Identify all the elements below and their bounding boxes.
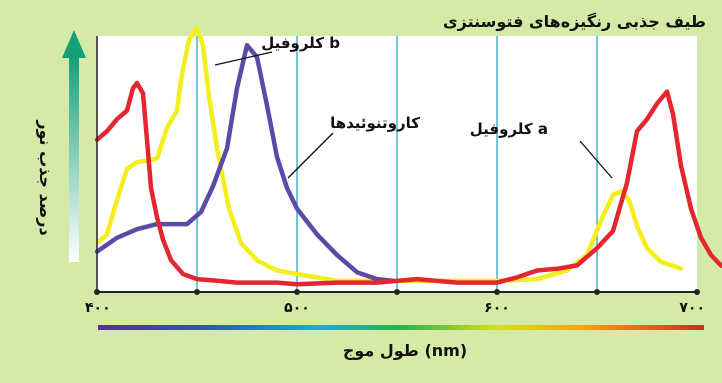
series-annotations: کلروفیل b کاروتنوئیدها کلروفیل a (214, 34, 613, 179)
x-tick-labels: ۴۰۰ ۵۰۰ ۶۰۰ ۷۰۰ (85, 300, 705, 316)
y-axis-arrow-head (62, 30, 86, 58)
annotation-leader-1 (214, 51, 273, 66)
annotation-label-1: کلروفیل b (261, 34, 340, 52)
series-line-2 (94, 42, 396, 284)
vertical-gridlines (196, 36, 598, 292)
x-tick-label-700: ۷۰۰ (679, 300, 705, 316)
x-tick-label-400: ۴۰۰ (85, 300, 111, 316)
x-tick-mark-500 (294, 289, 300, 295)
series-line-1 (94, 25, 684, 284)
annotation-label-3: کلروفیل a (470, 120, 548, 138)
annotation-leader-3 (579, 140, 613, 179)
x-tick-label-600: ۶۰۰ (484, 300, 510, 316)
annotation-label-2: کاروتنوئیدها (330, 114, 420, 132)
chart-title: طیف جذبی رنگیزه‌های فتوسنتزی (443, 12, 706, 31)
x-tick-mark-700 (694, 289, 700, 295)
x-tick-mark-550 (394, 289, 400, 295)
visible-spectrum-bar (98, 325, 704, 330)
series-line-3 (94, 80, 722, 287)
annotation-leader-2 (287, 132, 334, 179)
x-tick-mark-600 (494, 289, 500, 295)
x-tick-label-500: ۵۰۰ (284, 300, 310, 316)
x-tick-mark-400 (94, 289, 100, 295)
x-axis-label: طول موج (nm) (343, 341, 467, 360)
y-axis-arrow-shaft (69, 56, 79, 262)
series-layer (94, 25, 722, 287)
x-tick-mark-450 (194, 289, 200, 295)
y-axis-label: درصد جذب نور (36, 119, 55, 235)
x-tick-mark-650 (594, 289, 600, 295)
x-tick-marks (94, 289, 700, 295)
